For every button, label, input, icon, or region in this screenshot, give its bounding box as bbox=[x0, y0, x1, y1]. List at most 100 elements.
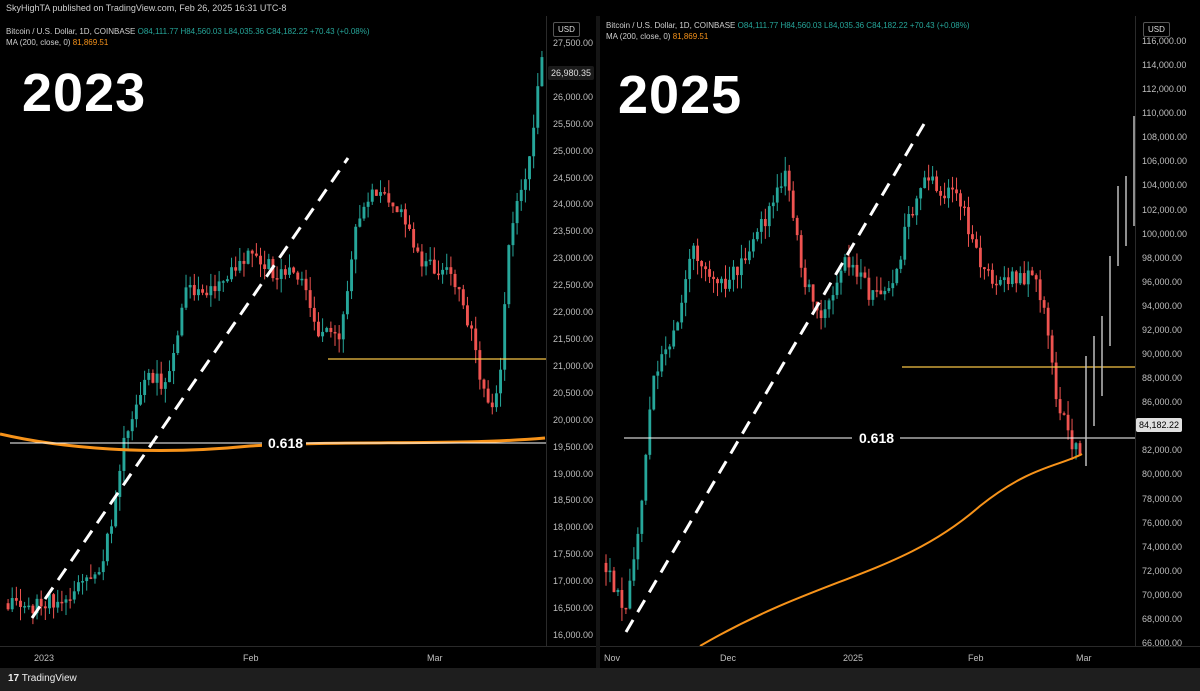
price-plot-2023[interactable]: 0.618 bbox=[0, 16, 546, 646]
candle-body bbox=[515, 201, 519, 224]
candle-body bbox=[395, 206, 399, 213]
candle-body bbox=[420, 251, 424, 267]
candle-body bbox=[122, 437, 126, 471]
price-tick-label: 110,000.00 bbox=[1142, 108, 1187, 119]
candle-body bbox=[986, 269, 990, 271]
candle-body bbox=[19, 600, 22, 607]
candle-body bbox=[867, 277, 871, 300]
candle-body bbox=[118, 470, 122, 497]
candle-body bbox=[238, 261, 242, 271]
candle-body bbox=[64, 599, 68, 603]
candle-body bbox=[859, 272, 863, 277]
price-axis-2023[interactable]: USD 27,500.0026,500.0026,000.0025,500.00… bbox=[546, 16, 597, 646]
candle-body bbox=[225, 279, 229, 282]
fib-label: 0.618 bbox=[268, 435, 303, 451]
candle-body bbox=[499, 369, 502, 394]
currency-badge[interactable]: USD bbox=[553, 22, 580, 37]
candle-body bbox=[779, 186, 783, 188]
candle-body bbox=[408, 224, 411, 230]
candle-body bbox=[1010, 271, 1014, 285]
candle-body bbox=[652, 375, 656, 410]
chart-panel-2025[interactable]: 0.618 Bitcoin / U.S. Dollar, 1D, COINBAS… bbox=[600, 16, 1200, 668]
currency-badge[interactable]: USD bbox=[1143, 22, 1170, 37]
price-tick-label: 90,000.00 bbox=[1142, 349, 1183, 360]
candle-body bbox=[1026, 270, 1030, 285]
candle-body bbox=[201, 289, 205, 293]
candle-body bbox=[470, 325, 474, 329]
moving-average-line bbox=[699, 453, 1083, 646]
candle-body bbox=[72, 591, 76, 600]
candle-body bbox=[1034, 275, 1038, 280]
last-price-label: 84,182.22 bbox=[1136, 418, 1183, 432]
candle-body bbox=[664, 349, 668, 355]
candle-body bbox=[246, 250, 250, 264]
candle-body bbox=[341, 314, 345, 340]
year-label: 2025 bbox=[618, 65, 743, 125]
candle-body bbox=[688, 258, 692, 280]
price-tick-label: 26,000.00 bbox=[553, 91, 594, 102]
candle-body bbox=[732, 266, 735, 280]
candle-body bbox=[325, 327, 329, 332]
candle-body bbox=[720, 278, 723, 284]
price-tick-label: 21,000.00 bbox=[553, 360, 594, 371]
candle-body bbox=[536, 86, 540, 128]
chart-panel-2023[interactable]: 0.618 Bitcoin / U.S. Dollar, 1D, COINBAS… bbox=[0, 16, 596, 668]
tradingview-logo[interactable]: 17 TradingView bbox=[8, 673, 77, 684]
candle-body bbox=[632, 559, 636, 581]
candle-body bbox=[879, 290, 883, 295]
price-tick-label: 104,000.00 bbox=[1142, 180, 1188, 191]
time-axis-2023[interactable]: 2023 Feb Mar bbox=[0, 646, 596, 669]
candle-body bbox=[333, 331, 337, 334]
candle-body bbox=[990, 269, 994, 284]
candle-body bbox=[791, 190, 795, 218]
price-tick-label: 108,000.00 bbox=[1142, 132, 1188, 143]
candle-body bbox=[424, 261, 428, 267]
candle-body bbox=[755, 231, 759, 240]
candle-body bbox=[759, 219, 763, 232]
legend-ma-value: 81,869.51 bbox=[72, 38, 109, 47]
candle-body bbox=[23, 606, 27, 608]
price-tick-label: 23,000.00 bbox=[553, 253, 594, 264]
time-tick-label: Feb bbox=[243, 653, 259, 663]
candle-body bbox=[767, 206, 771, 227]
candle-body bbox=[628, 580, 632, 609]
candle-body bbox=[783, 170, 787, 187]
candle-body bbox=[163, 382, 167, 389]
candle-body bbox=[366, 201, 370, 207]
candle-body bbox=[147, 372, 151, 380]
price-tick-label: 17,000.00 bbox=[553, 576, 594, 587]
candle-body bbox=[300, 278, 304, 281]
price-tick-label: 20,000.00 bbox=[553, 414, 594, 425]
candle-body bbox=[1046, 307, 1050, 336]
candle-body bbox=[847, 257, 851, 268]
candle-body bbox=[478, 350, 482, 380]
candle-body bbox=[230, 267, 233, 280]
price-tick-label: 114,000.00 bbox=[1142, 60, 1187, 71]
candle-body bbox=[955, 189, 958, 194]
candle-body bbox=[383, 192, 387, 194]
candle-body bbox=[959, 193, 962, 207]
time-tick-label: 2025 bbox=[843, 653, 864, 663]
last-price-label: 26,980.35 bbox=[548, 66, 595, 80]
candle-body bbox=[48, 594, 51, 609]
candle-body bbox=[899, 259, 903, 269]
candle-body bbox=[660, 354, 664, 372]
candle-body bbox=[751, 239, 755, 252]
candle-body bbox=[60, 601, 64, 604]
candle-body bbox=[180, 307, 184, 336]
price-axis-2025[interactable]: USD 116,000.00 114,000.00 112,000.00 110,00… bbox=[1135, 16, 1200, 648]
publish-info: SkyHighTA published on TradingView.com, … bbox=[0, 0, 1200, 16]
candle-body bbox=[234, 267, 238, 271]
candle-body bbox=[453, 273, 457, 288]
candle-body bbox=[358, 218, 362, 227]
price-tick-label: 27,500.00 bbox=[553, 38, 594, 48]
price-tick-label: 94,000.00 bbox=[1142, 300, 1183, 311]
price-plot-2025[interactable]: 0.618 bbox=[600, 16, 1135, 646]
candle-body bbox=[851, 264, 855, 268]
candle-body bbox=[823, 309, 827, 319]
time-axis-2025[interactable]: Nov Dec 2025 Feb Mar bbox=[600, 646, 1200, 669]
candle-body bbox=[1054, 362, 1058, 400]
candle-body bbox=[329, 327, 333, 332]
fib-label-bg bbox=[262, 434, 306, 452]
price-tick-label: 102,000.00 bbox=[1142, 204, 1188, 215]
